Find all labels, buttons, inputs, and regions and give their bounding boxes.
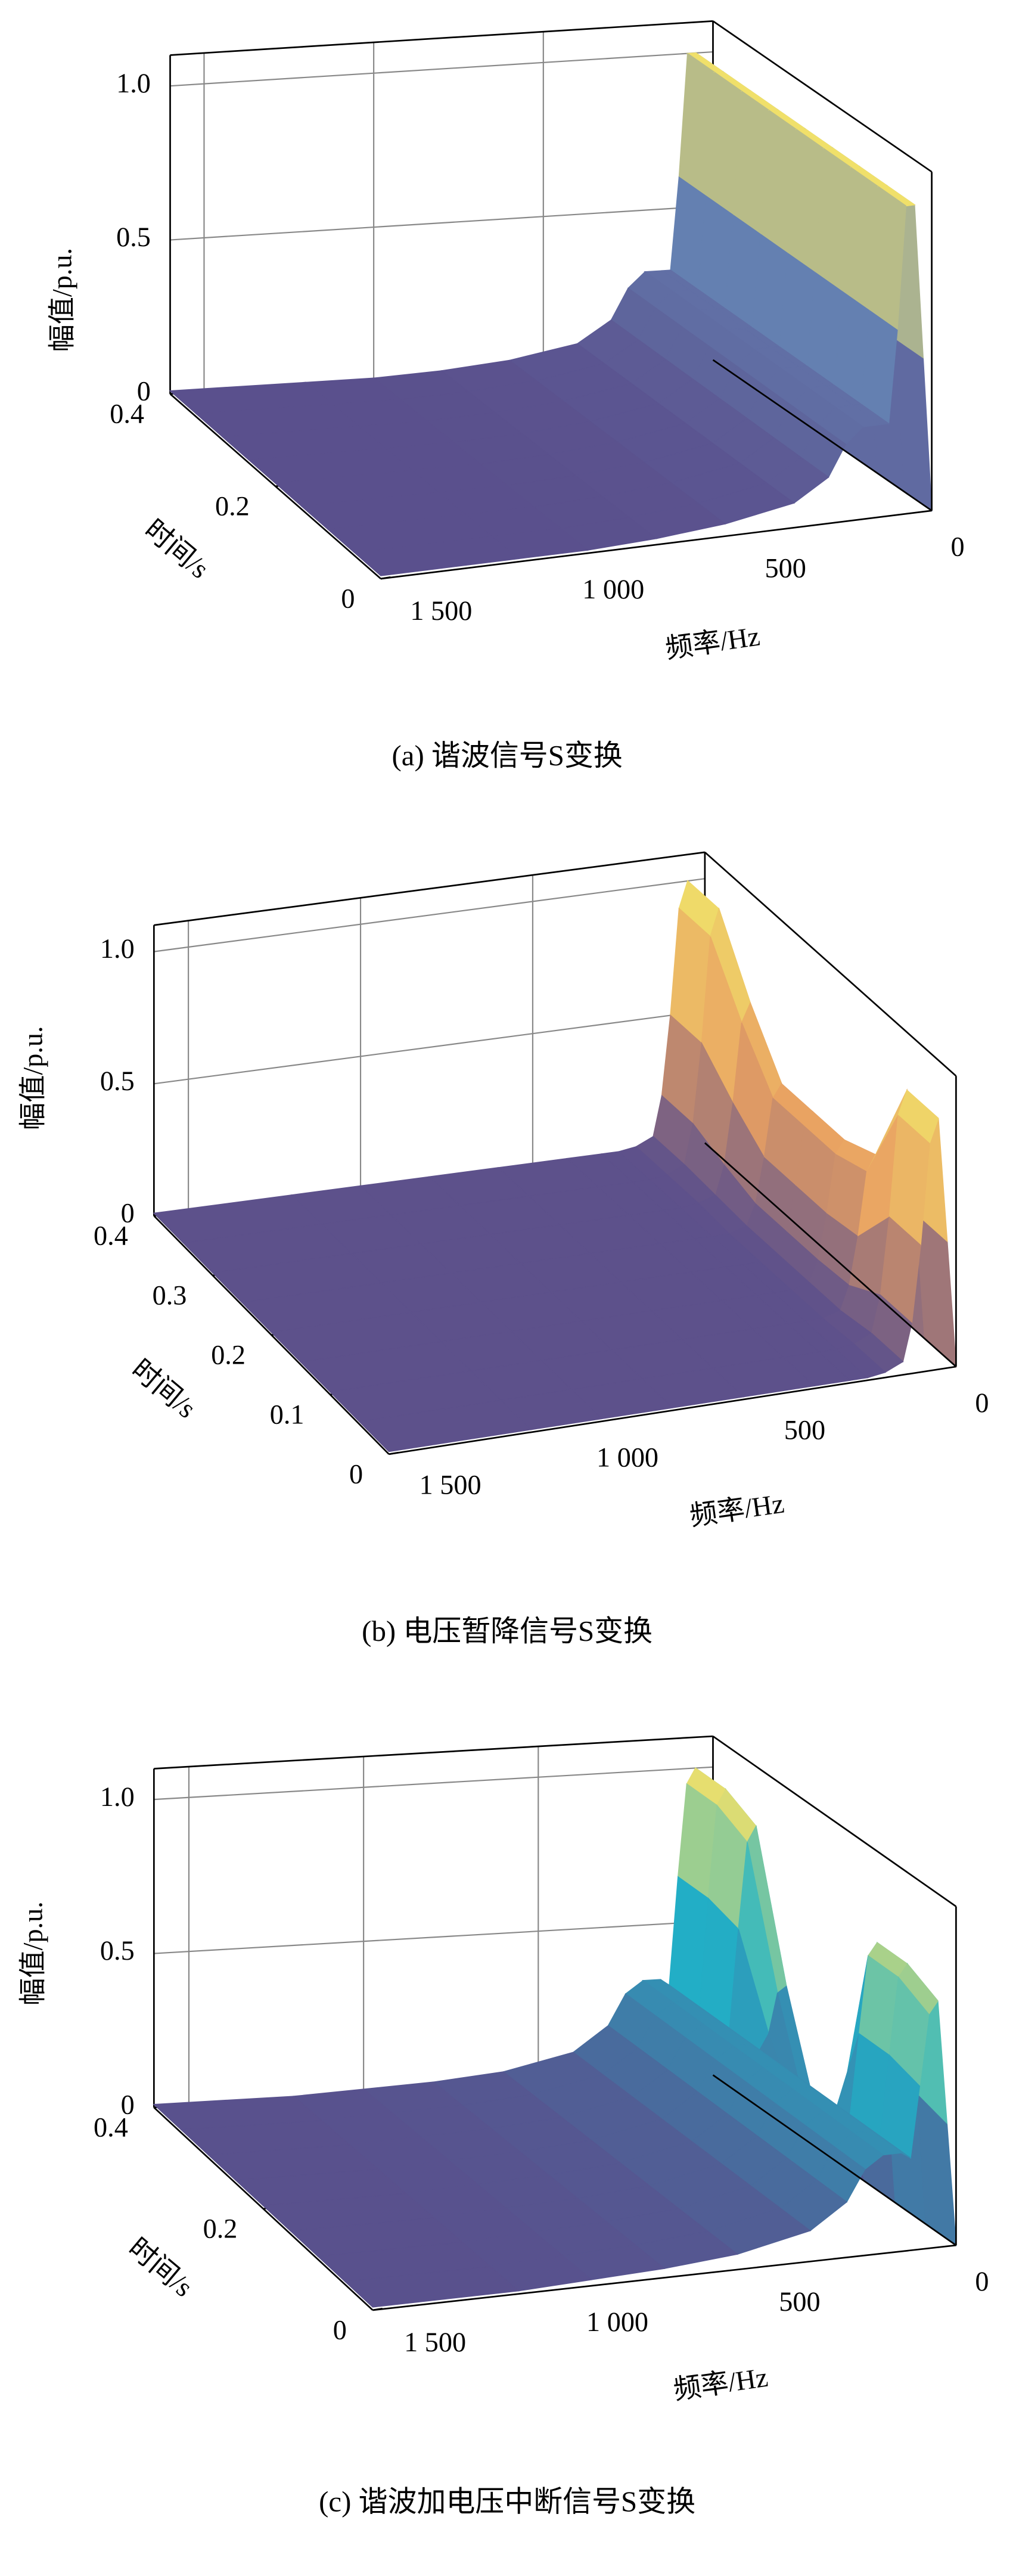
y-tick-label: 0.1 [270, 1399, 305, 1430]
surface-cell [353, 536, 520, 576]
box-edge [712, 1735, 957, 1907]
z-axis-label: 幅值/p.u. [46, 248, 77, 352]
box-edge [170, 20, 713, 56]
y-tick-label: 0.4 [94, 1221, 128, 1251]
y-tick-label: 0 [349, 1458, 363, 1489]
z-tick-label: 0.5 [100, 1066, 135, 1096]
box-edge [372, 2244, 956, 2311]
box-edge [153, 1215, 390, 1455]
x-tick-label: 500 [765, 553, 806, 583]
y-tick-label: 0 [341, 584, 355, 614]
x-axis-label: 频率/Hz [688, 1488, 786, 1532]
x-tick-label: 0 [975, 2266, 989, 2296]
x-tick-label: 1 500 [410, 595, 472, 626]
x-tick-label: 0 [975, 1388, 989, 1418]
box-edge [712, 359, 933, 511]
z-grid-line [154, 1010, 706, 1085]
z-tick-label: 1.0 [100, 1782, 135, 1812]
z-tick-label: 1.0 [116, 68, 151, 98]
x-tick-label: 1 500 [404, 2327, 466, 2357]
x-tick-label: 500 [784, 1415, 825, 1445]
box-edge [154, 851, 706, 926]
x-tick-label: 500 [779, 2286, 820, 2317]
z-tick-label: 0 [121, 2090, 135, 2120]
caption: (c) 谐波加电压中断信号S变换 [319, 2485, 695, 2518]
z-grid-line [154, 878, 706, 952]
z-tick-label: 1.0 [100, 933, 135, 964]
y-axis-label: 时间/s [126, 1354, 201, 1424]
x-axis-label: 频率/Hz [672, 2362, 770, 2406]
z-axis-label: 幅值/p.u. [17, 1026, 48, 1130]
z-grid-line [154, 1920, 713, 1954]
box-edge [169, 393, 381, 580]
y-tick-label: 0.3 [153, 1280, 187, 1311]
z-tick-label: 0 [121, 1198, 135, 1228]
z-axis-label: 幅值/p.u. [17, 1901, 48, 2006]
x-tick-label: 1 000 [596, 1442, 658, 1473]
z-tick-label: 0 [137, 376, 151, 406]
caption: (a) 谐波信号S变换 [392, 739, 622, 772]
y-tick-label: 0.2 [203, 2214, 238, 2244]
x-tick-label: 0 [951, 532, 965, 562]
z-grid-line [154, 1766, 713, 1801]
y-tick-label: 0 [333, 2315, 347, 2345]
box-edge [153, 2106, 374, 2311]
z-tick-label: 0.5 [116, 222, 151, 252]
x-axis-label: 频率/Hz [663, 620, 762, 664]
y-tick-label: 0.2 [215, 491, 250, 522]
box-edge [712, 20, 933, 173]
y-tick-label: 0.4 [94, 2112, 128, 2143]
box-edge [389, 1365, 956, 1455]
y-tick-label: 0.2 [211, 1340, 246, 1370]
box-edge [704, 851, 957, 1077]
y-tick-label: 0.4 [110, 399, 144, 429]
y-axis-label: 时间/s [123, 2232, 198, 2302]
caption: (b) 电压暂降信号S变换 [362, 1615, 653, 1647]
box-edge [704, 1142, 957, 1367]
z-grid-line [170, 205, 713, 241]
x-tick-label: 1 000 [586, 2307, 648, 2337]
box-edge [712, 2074, 957, 2246]
box-edge [380, 510, 932, 580]
box-edge [154, 1735, 713, 1770]
z-grid-line [170, 51, 713, 87]
y-axis-label: 时间/s [139, 514, 215, 584]
surface-cell [344, 2265, 520, 2308]
x-tick-label: 1 500 [420, 1469, 481, 1500]
z-tick-label: 0.5 [100, 1935, 135, 1966]
surface-cell [358, 1399, 532, 1453]
x-tick-label: 1 000 [582, 574, 644, 604]
